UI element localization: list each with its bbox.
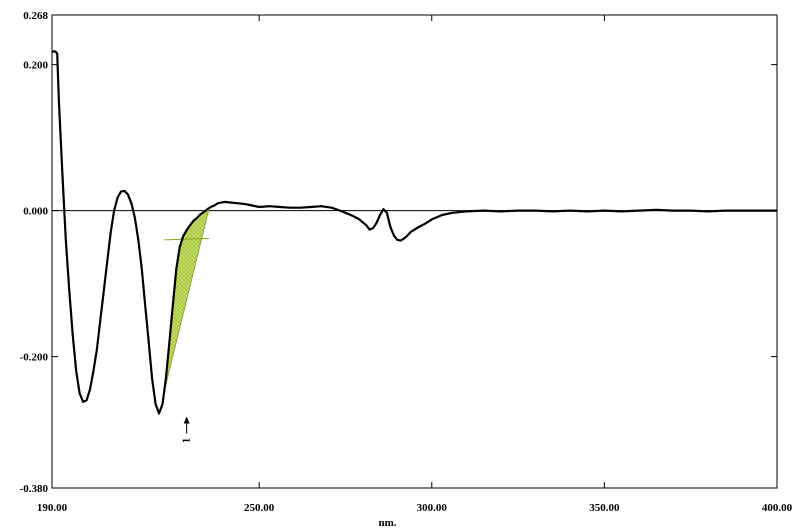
x-tick-label-3: 350.00 [589,502,620,514]
y-tick-label-3: -0.200 [20,352,49,364]
spectrum-line [52,50,777,415]
x-tick-label-4: 400.00 [762,502,793,514]
x-tick-label-0: 190.00 [37,502,68,514]
x-tick-label-2: 300.00 [417,502,448,514]
x-tick-label-1: 250.00 [244,502,275,514]
plot-frame [51,14,778,489]
shaded-peak-area [163,206,210,392]
x-axis-title: nm. [378,517,396,529]
y-tick-label-2: 0.000 [23,206,48,218]
y-tick-label-0: 0.268 [23,10,48,22]
annotation-layer: 1 [181,416,193,444]
axes-layer [51,14,778,489]
shaded-peak-layer [163,206,210,392]
shaded-peak-baseline [164,237,210,241]
y-tick-label-4: -0.380 [20,483,49,495]
peak-arrow-head-0 [183,416,190,424]
y-tick-label-1: 0.200 [23,60,48,72]
peak-label-0: 1 [181,438,193,444]
spectrum-line-layer [52,50,777,415]
tick-label-layer: 0.268 0.200 0.000 -0.200 -0.380 190.00 250.00 3… [20,10,793,529]
